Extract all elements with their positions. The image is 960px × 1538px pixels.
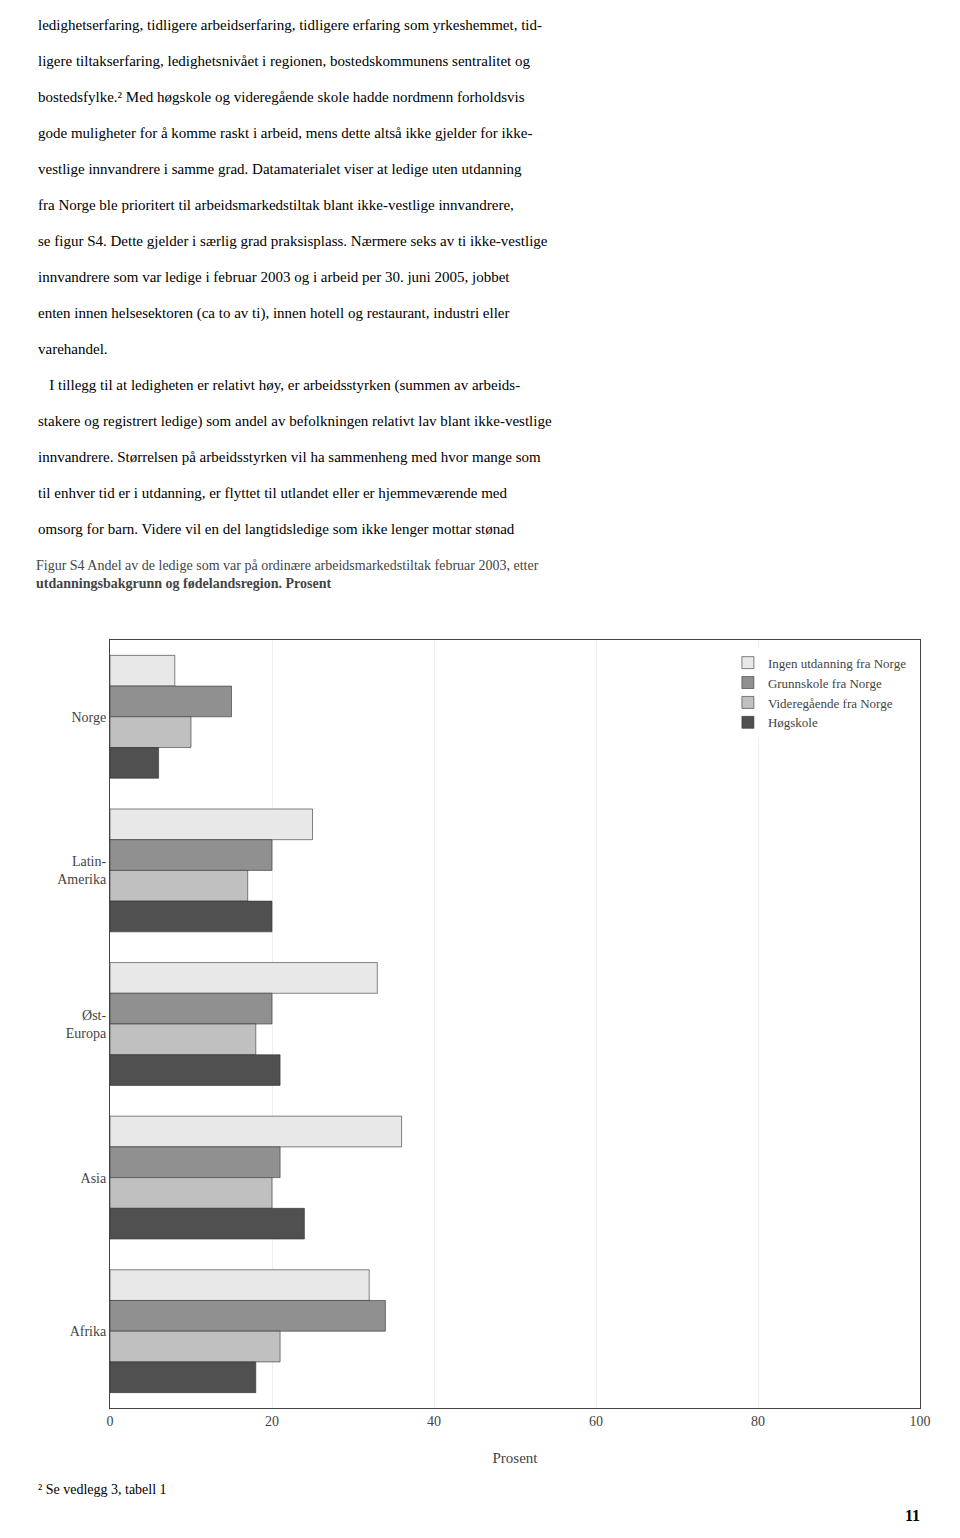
svg-text:Høgskole: Høgskole [768,715,818,730]
svg-text:gode muligheter for å komme ra: gode muligheter for å komme raskt i arbe… [38,125,532,141]
svg-text:100: 100 [910,1414,931,1429]
svg-text:omsorg for barn. Videre vil en: omsorg for barn. Videre vil en del langt… [38,521,515,537]
svg-text:11: 11 [905,1507,920,1524]
svg-text:² Se vedlegg 3, tabell 1: ² Se vedlegg 3, tabell 1 [38,1482,167,1497]
svg-text:ledighetserfaring, tidligere a: ledighetserfaring, tidligere arbeidserfa… [38,17,542,33]
svg-text:varehandel.: varehandel. [38,341,108,357]
svg-text:Norge: Norge [71,710,106,725]
svg-text:Afrika: Afrika [70,1324,107,1339]
svg-text:20: 20 [265,1414,279,1429]
svg-text:til enhver tid er i utdanning,: til enhver tid er i utdanning, er flytte… [38,485,508,501]
svg-text:60: 60 [589,1414,603,1429]
svg-text:Videregående fra Norge: Videregående fra Norge [768,696,893,711]
svg-text:I tillegg til at ledigheten er: I tillegg til at ledigheten er relativt … [38,377,520,394]
svg-text:fra Norge ble prioritert til a: fra Norge ble prioritert til arbeidsmark… [38,197,514,213]
svg-text:se figur S4. Dette gjelder i s: se figur S4. Dette gjelder i særlig grad… [38,233,548,249]
svg-text:Asia: Asia [81,1171,107,1186]
svg-text:Øst-Europa: Øst-Europa [66,1008,107,1041]
svg-text:innvandrere som var ledige i f: innvandrere som var ledige i februar 200… [38,269,510,285]
svg-text:Latin-Amerika: Latin-Amerika [57,854,107,887]
svg-text:innvandrere. Størrelsen på arb: innvandrere. Størrelsen på arbeidsstyrke… [38,449,541,465]
svg-text:ligere tiltakserfaring, ledigh: ligere tiltakserfaring, ledighetsnivået … [38,53,530,69]
svg-text:Grunnskole fra Norge: Grunnskole fra Norge [768,676,882,691]
svg-text:Prosent: Prosent [493,1450,539,1466]
svg-text:80: 80 [751,1414,765,1429]
svg-text:stakere og registrert ledige): stakere og registrert ledige) som andel … [38,413,552,430]
svg-text:Figur S4 Andel av de ledige so: Figur S4 Andel av de ledige som var på o… [36,558,539,591]
svg-text:enten innen helsesektoren (ca: enten innen helsesektoren (ca to av ti),… [38,305,510,322]
svg-text:vestlige innvandrere i samme g: vestlige innvandrere i samme grad. Datam… [38,161,522,177]
svg-text:0: 0 [107,1414,114,1429]
svg-text:Ingen utdanning fra Norge: Ingen utdanning fra Norge [768,656,906,671]
svg-text:40: 40 [427,1414,441,1429]
svg-text:bostedsfylke.² Med høgskole og: bostedsfylke.² Med høgskole og videregåe… [38,89,525,105]
